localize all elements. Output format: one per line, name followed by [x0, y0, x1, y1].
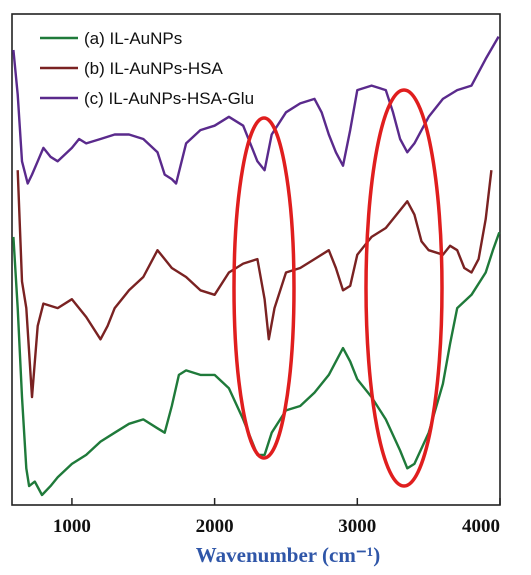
highlight-ellipse-right	[364, 88, 444, 488]
legend-label-series-a: (a) IL-AuNPs	[84, 29, 182, 48]
highlight-ellipse-left	[232, 116, 296, 460]
x-tick-label-2: 3000	[338, 516, 376, 537]
legend-label-series-c: (c) IL-AuNPs-HSA-Glu	[84, 89, 254, 108]
series-line-0	[12, 231, 501, 497]
x-axis: 1000 2000 3000 4000	[53, 498, 501, 537]
x-tick-label-1: 2000	[196, 516, 234, 537]
legend-label-series-b: (b) IL-AuNPs-HSA	[84, 59, 224, 78]
series-line-1	[16, 170, 493, 399]
legend: (a) IL-AuNPs (b) IL-AuNPs-HSA (c) IL-AuN…	[40, 29, 254, 108]
x-tick-label-3: 4000	[462, 516, 500, 537]
x-axis-title: Wavenumber (cm⁻¹)	[196, 543, 380, 567]
x-tick-label-0: 1000	[53, 516, 91, 537]
plot-frame	[11, 13, 501, 506]
series-line-2	[12, 35, 500, 185]
